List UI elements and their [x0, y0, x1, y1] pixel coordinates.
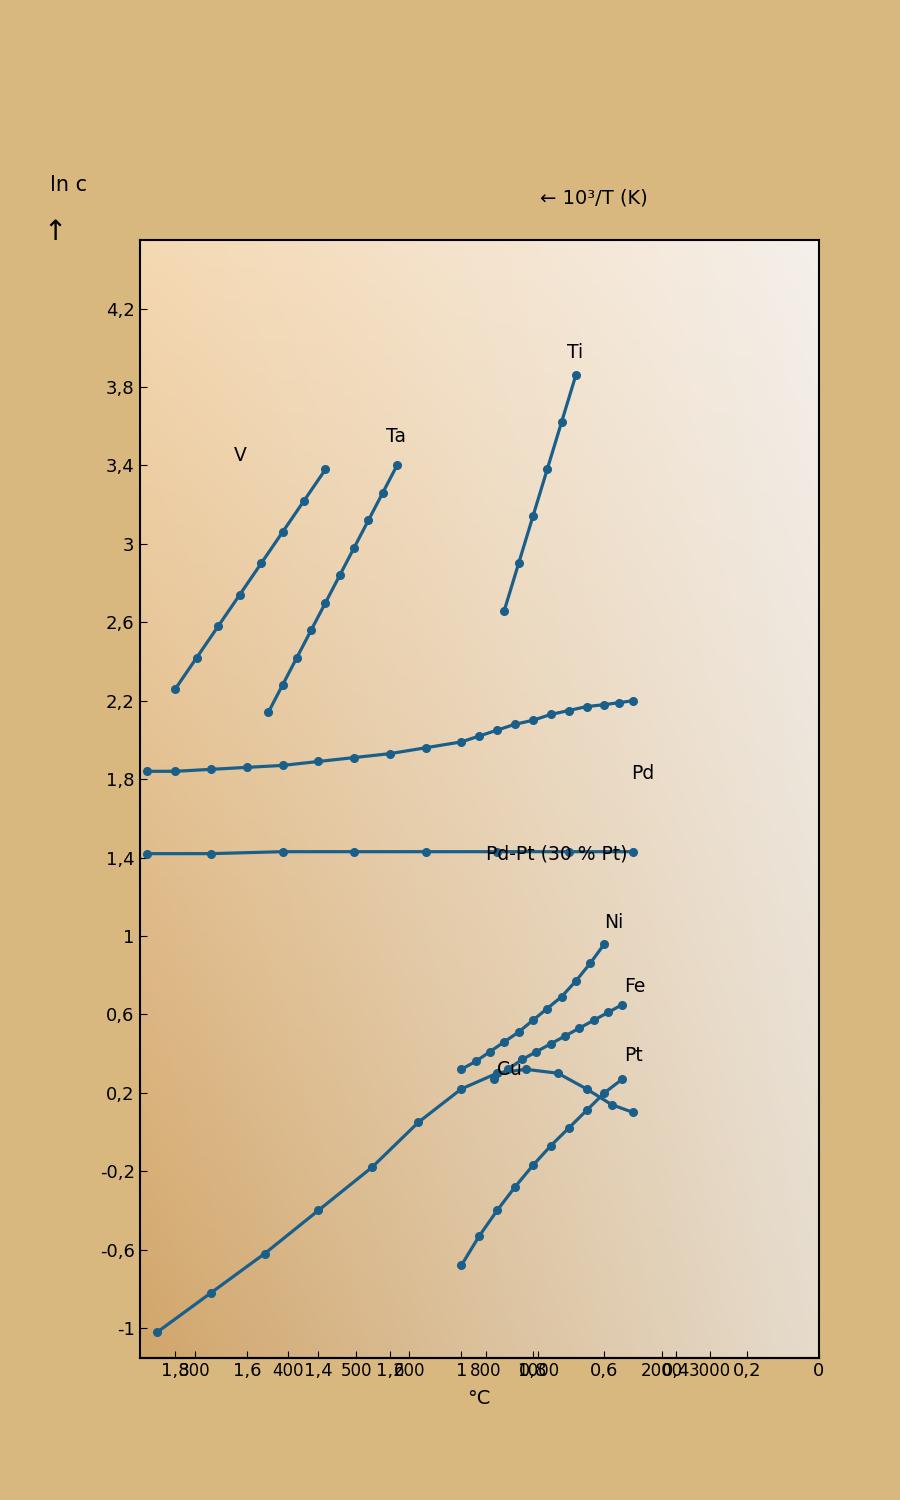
- Text: Ti: Ti: [567, 342, 583, 362]
- Text: Pt: Pt: [624, 1047, 643, 1065]
- Text: ← 10³/T (K): ← 10³/T (K): [540, 188, 648, 207]
- X-axis label: °C: °C: [468, 1389, 490, 1407]
- Text: Pd-Pt (30 % Pt): Pd-Pt (30 % Pt): [486, 844, 628, 864]
- Text: Pd: Pd: [631, 764, 654, 783]
- Text: Fe: Fe: [624, 976, 645, 996]
- Text: Cu: Cu: [497, 1060, 522, 1078]
- Text: Ta: Ta: [386, 427, 406, 445]
- Text: ln c: ln c: [50, 176, 86, 195]
- Text: V: V: [234, 447, 247, 465]
- Text: ↑: ↑: [43, 217, 67, 246]
- Text: Ni: Ni: [605, 914, 624, 932]
